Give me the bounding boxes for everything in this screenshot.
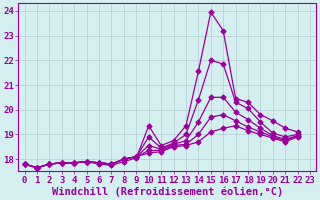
X-axis label: Windchill (Refroidissement éolien,°C): Windchill (Refroidissement éolien,°C) <box>52 186 283 197</box>
